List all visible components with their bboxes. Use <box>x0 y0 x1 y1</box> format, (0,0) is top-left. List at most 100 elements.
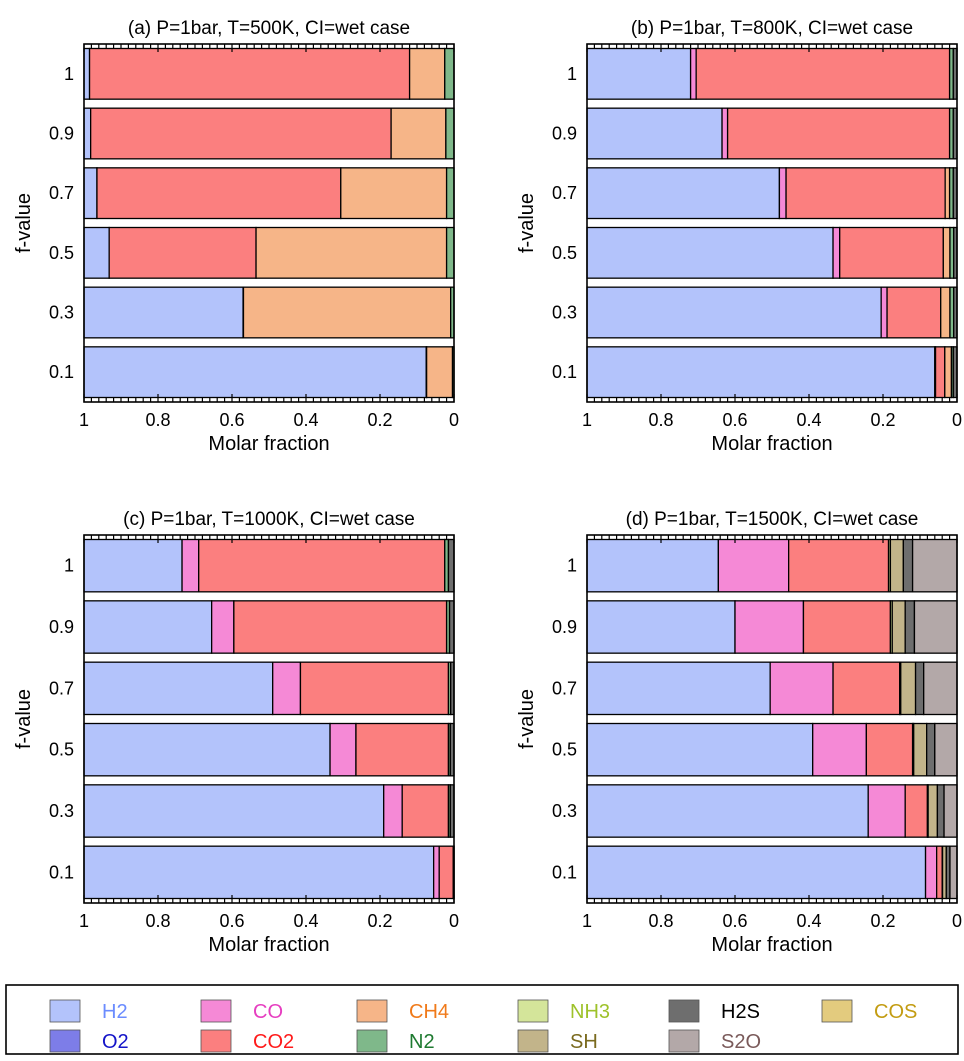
x-tick-label: 0.8 <box>648 410 673 430</box>
bar-segment-co <box>769 661 834 716</box>
bar-segment-h2 <box>83 226 110 279</box>
x-tick-label: 0.6 <box>722 410 747 430</box>
y-tick-label: 0.3 <box>49 801 74 821</box>
x-tick-label: 1 <box>79 911 89 931</box>
y-tick-label: 0.9 <box>552 617 577 637</box>
bar-segment-h2s <box>926 722 936 777</box>
bar-segment-h2 <box>83 167 98 220</box>
bar-segment-h2 <box>83 346 427 399</box>
chart-title: (a) P=1bar, T=500K, CI=wet case <box>128 18 410 39</box>
x-tick-label: 0.8 <box>648 911 673 931</box>
bar-segment-co2 <box>90 107 392 160</box>
legend-label-n2: N2 <box>409 1031 435 1053</box>
x-tick-label: 0 <box>449 911 459 931</box>
x-tick-label: 0.2 <box>870 410 895 430</box>
y-tick-label: 0.9 <box>49 617 74 637</box>
chart-panel-1: 1 0.9 0.7 0.5 0.3 0.1 1 0.8 0.6 0.4 0.2 0 Molar frac… <box>516 18 962 455</box>
legend-swatch-nh3 <box>517 999 549 1023</box>
bar-segment-h2 <box>83 47 91 100</box>
legend-frame <box>5 984 959 1055</box>
x-tick-label: 0.4 <box>796 410 821 430</box>
bar-segment-h2s <box>904 600 916 654</box>
legend-swatch-cos <box>821 999 853 1023</box>
bar-segment-co <box>210 600 235 654</box>
y-tick-label: 0.5 <box>49 243 74 263</box>
bar-segment-ch4 <box>255 226 448 279</box>
bar-segment-co <box>383 784 403 838</box>
x-tick-label: 0.8 <box>145 410 170 430</box>
x-tick-label: 0.2 <box>367 410 392 430</box>
bar-segment-co <box>867 784 906 838</box>
bar-segment-sh <box>900 661 917 716</box>
bar-segment-s2o <box>934 722 958 777</box>
bar-segment-h2 <box>586 286 882 339</box>
chart-panel-2: 1 0.9 0.7 0.5 0.3 0.1 1 0.8 0.6 0.4 0.2 0 Molar frac… <box>13 509 459 956</box>
x-tick-label: 0.4 <box>796 911 821 931</box>
bar-segment-co2 <box>233 600 448 654</box>
y-tick-label: 1 <box>64 556 74 576</box>
bar-segment-h2 <box>83 538 183 593</box>
legend-swatch-h2 <box>49 999 81 1023</box>
bar-segment-co <box>689 47 697 100</box>
x-tick-label: 1 <box>582 410 592 430</box>
bar-segment-co <box>432 845 440 900</box>
bar-segment-h2 <box>586 107 723 160</box>
legend-label-nh3: NH3 <box>570 1001 610 1023</box>
legend-swatch-ch4 <box>356 999 388 1023</box>
bar-segment-s2o <box>913 600 958 654</box>
bar-segment-h2s <box>902 538 914 593</box>
y-tick-label: 0.1 <box>552 862 577 882</box>
x-axis-label: Molar fraction <box>711 934 832 956</box>
bar-segment-co2 <box>96 167 342 220</box>
bar-segment-s2o <box>943 784 958 838</box>
bar-segment-h2s <box>447 538 455 593</box>
bar-segment-ch4 <box>340 167 448 220</box>
bar-segment-sh <box>927 784 939 838</box>
y-tick-label: 0.7 <box>552 678 577 698</box>
bar-segment-ch4 <box>940 286 951 339</box>
bar-segment-h2 <box>586 226 834 279</box>
bar-segment-h2 <box>83 600 213 654</box>
bar-segment-n2 <box>445 167 455 220</box>
bar-segment-co2 <box>788 538 890 593</box>
legend-swatch-sh <box>517 1029 549 1053</box>
bar-segment-ch4 <box>944 346 953 399</box>
y-tick-label: 0.1 <box>49 362 74 382</box>
bar-segment-co <box>329 722 357 777</box>
bar-segment-co2 <box>299 661 450 716</box>
y-tick-label: 0.9 <box>552 124 577 144</box>
y-tick-label: 0.7 <box>552 183 577 203</box>
bar-segment-co2 <box>108 226 257 279</box>
bar-segment-sh <box>913 722 928 777</box>
legend-label-s2o: S2O <box>721 1031 761 1053</box>
chart-title: (d) P=1bar, T=1500K, CI=wet case <box>626 509 919 530</box>
bar-segment-co2 <box>934 346 946 399</box>
bar-segment-h2 <box>83 784 385 838</box>
bar-segment-ch4 <box>944 167 951 220</box>
bar-segment-co <box>272 661 302 716</box>
legend-label-co2: CO2 <box>253 1031 294 1053</box>
y-axis-label: f-value <box>13 689 35 749</box>
bar-segment-h2 <box>83 286 244 339</box>
bar-segment-sh <box>889 538 905 593</box>
bar-segment-co <box>181 538 200 593</box>
x-tick-label: 0.4 <box>293 911 318 931</box>
bar-segment-co <box>717 538 790 593</box>
bar-segment-co2 <box>886 286 942 339</box>
x-tick-label: 0.2 <box>367 911 392 931</box>
bar-segment-co <box>832 226 841 279</box>
x-axis-label: Molar fraction <box>208 433 329 455</box>
x-tick-label: 0.8 <box>145 911 170 931</box>
bar-segment-co2 <box>695 47 951 100</box>
bar-segment-n2 <box>444 47 455 100</box>
x-tick-label: 0.6 <box>722 911 747 931</box>
y-tick-label: 0.7 <box>49 183 74 203</box>
y-tick-label: 0.1 <box>49 862 74 882</box>
bar-segment-h2 <box>83 107 92 160</box>
y-tick-label: 0.5 <box>552 243 577 263</box>
y-axis-label: f-value <box>516 689 538 749</box>
bar-segment-ch4 <box>408 47 446 100</box>
bar-segment-co2 <box>785 167 946 220</box>
legend-label-co: CO <box>253 1001 283 1023</box>
legend-label-h2: H2 <box>102 1001 128 1023</box>
